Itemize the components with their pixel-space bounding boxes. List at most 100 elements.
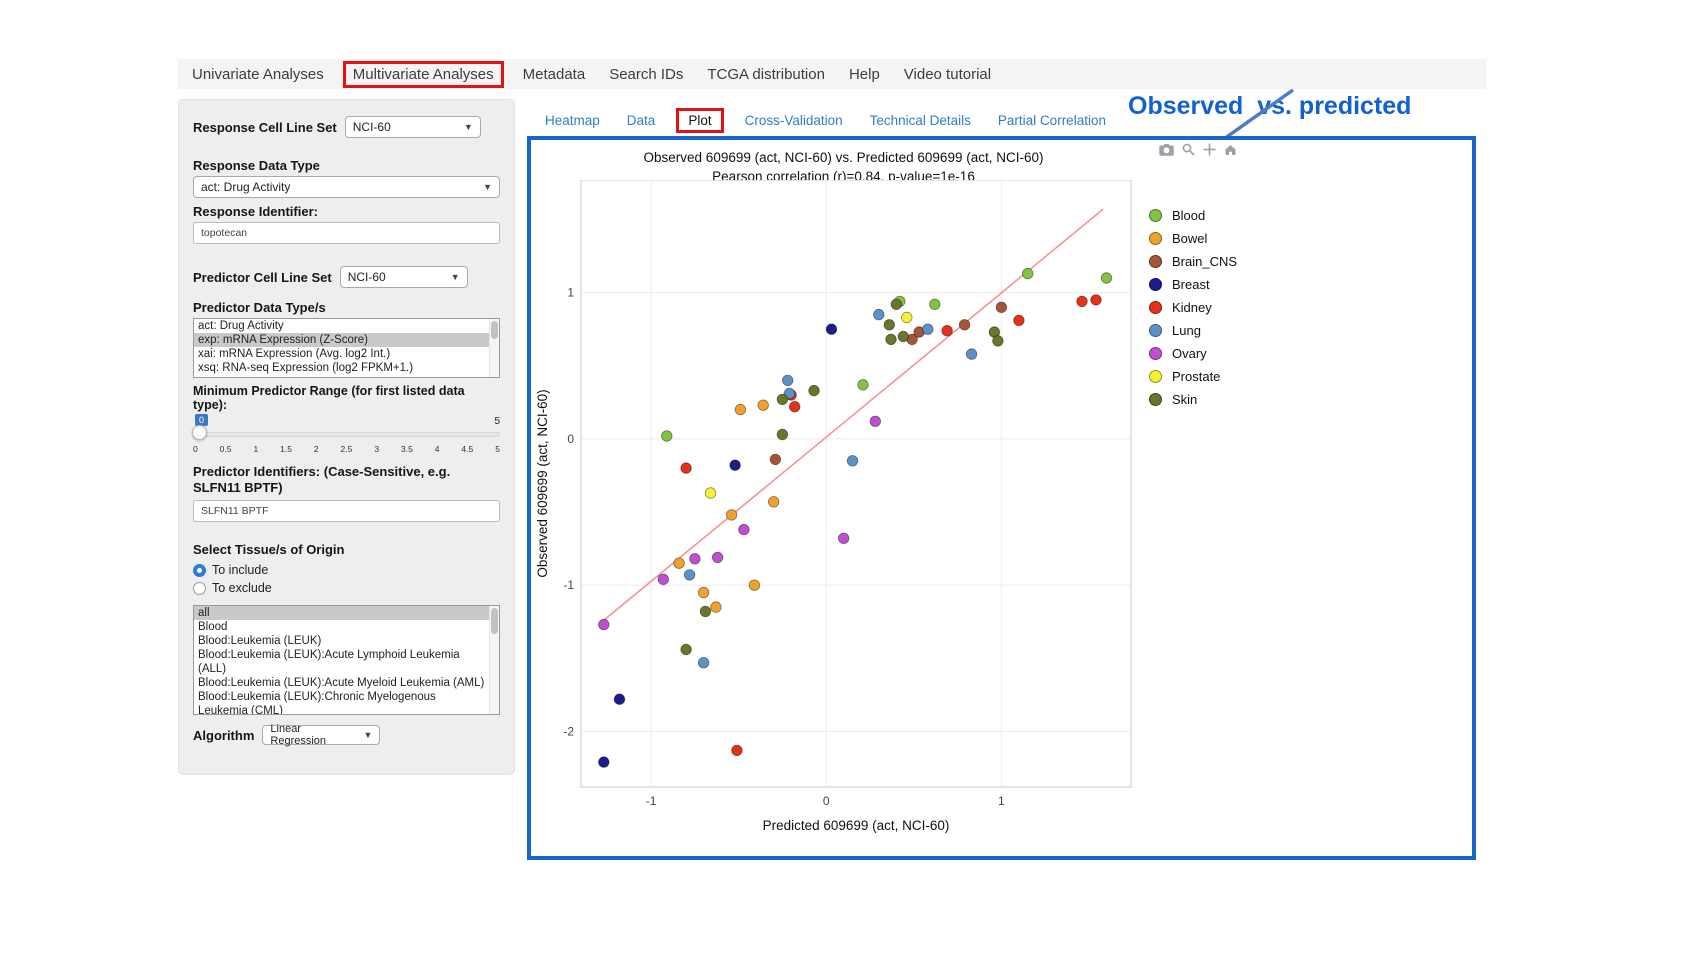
slider-tick: 4.5 xyxy=(461,444,474,454)
list-option[interactable]: xai: mRNA Expression (Avg. log2 Int.) xyxy=(198,348,391,360)
predictor-identifiers-input[interactable] xyxy=(193,500,500,522)
predictor-cell-line-set-select[interactable]: NCI-60 ▼ xyxy=(339,266,468,288)
home-icon[interactable] xyxy=(1224,144,1237,156)
camera-icon[interactable] xyxy=(1159,143,1174,156)
predictor-identifiers-label: Predictor Identifiers: (Case-Sensitive, … xyxy=(193,464,451,495)
nav-search-ids[interactable]: Search IDs xyxy=(609,65,684,83)
plot-legend: Blood Bowel Brain_CNS Breast Kidney Lung… xyxy=(1149,204,1237,411)
list-option[interactable]: Blood:Leukemia (LEUK):Chronic Myelogenou… xyxy=(198,691,436,715)
response-data-type-value: act: Drug Activity xyxy=(201,180,291,194)
svg-text:1: 1 xyxy=(998,794,1005,808)
response-data-type-label: Response Data Type xyxy=(193,158,320,173)
slider-track[interactable] xyxy=(193,432,500,437)
tab-partial-correlation[interactable]: Partial Correlation xyxy=(997,112,1106,128)
radio-selected-icon xyxy=(193,563,206,577)
list-option[interactable]: Blood:Leukemia (LEUK):Acute Lymphoid Leu… xyxy=(198,649,460,675)
legend-item-breast[interactable]: Breast xyxy=(1149,273,1237,296)
predictor-cell-line-set-label: Predictor Cell Line Set xyxy=(193,269,332,285)
slider-tick: 2 xyxy=(313,444,319,454)
list-option[interactable]: act: Drug Activity xyxy=(198,320,284,332)
tissue-origin-label: Select Tissue/s of Origin xyxy=(193,542,345,557)
legend-item-ovary[interactable]: Ovary xyxy=(1149,342,1237,365)
slider-tick: 3 xyxy=(374,444,380,454)
legend-item-kidney[interactable]: Kidney xyxy=(1149,296,1237,319)
legend-label: Brain_CNS xyxy=(1172,254,1238,269)
nav-multivariate-analyses[interactable]: Multivariate Analyses xyxy=(342,60,504,88)
scatter-plot[interactable]: -1 0 1 -2 -1 0 1 Predicted 609699 (act, NCI-60)… xyxy=(533,180,1158,842)
legend-swatch xyxy=(1149,232,1162,245)
slider-value-chip: 0 xyxy=(195,414,209,426)
list-option[interactable]: Blood:Leukemia (LEUK):Acute Myeloid Leuk… xyxy=(198,677,485,689)
scrollbar[interactable] xyxy=(489,319,499,377)
legend-swatch xyxy=(1149,301,1162,314)
svg-text:-1: -1 xyxy=(563,578,574,592)
slider-ticks: 0 0.5 1 1.5 2 2.5 3 3.5 4 4.5 5 xyxy=(193,444,500,454)
nav-video-tutorial[interactable]: Video tutorial xyxy=(903,65,992,83)
tissue-include-radio[interactable]: To include xyxy=(193,563,500,577)
response-data-type-select[interactable]: act: Drug Activity ▼ xyxy=(193,176,500,198)
legend-label: Bowel xyxy=(1172,231,1208,246)
svg-text:-2: -2 xyxy=(563,724,574,738)
slider-tick: 4 xyxy=(434,444,440,454)
legend-label: Breast xyxy=(1172,277,1210,292)
nav-univariate-analyses[interactable]: Univariate Analyses xyxy=(192,65,324,83)
pan-icon[interactable] xyxy=(1203,143,1216,156)
slider-tick: 1 xyxy=(253,444,259,454)
svg-text:0: 0 xyxy=(823,794,830,808)
chevron-down-icon: ▼ xyxy=(463,122,473,132)
svg-text:Predicted 609699 (act, NCI-60): Predicted 609699 (act, NCI-60) xyxy=(763,818,950,833)
scrollbar-thumb[interactable] xyxy=(491,321,498,339)
plot-modebar xyxy=(1159,143,1237,156)
list-option-selected[interactable]: all xyxy=(194,606,499,620)
legend-label: Lung xyxy=(1172,323,1201,338)
svg-text:0: 0 xyxy=(567,432,574,446)
slider-handle[interactable] xyxy=(192,425,207,440)
zoom-icon[interactable] xyxy=(1182,143,1195,156)
nav-metadata[interactable]: Metadata xyxy=(522,65,586,83)
slider-tick: 3.5 xyxy=(400,444,413,454)
response-cell-line-set-select[interactable]: NCI-60 ▼ xyxy=(344,116,481,138)
legend-item-bowel[interactable]: Bowel xyxy=(1149,227,1237,250)
tab-data[interactable]: Data xyxy=(626,112,656,128)
legend-item-prostate[interactable]: Prostate xyxy=(1149,365,1237,388)
legend-label: Kidney xyxy=(1172,300,1212,315)
legend-label: Skin xyxy=(1172,392,1198,407)
plot-panel: Observed 609699 (act, NCI-60) vs. Predic… xyxy=(527,136,1476,860)
list-option[interactable]: Blood:Leukemia (LEUK) xyxy=(198,635,322,647)
slider-tick: 0 xyxy=(193,444,198,454)
legend-swatch xyxy=(1149,393,1162,406)
legend-swatch xyxy=(1149,370,1162,383)
legend-item-blood[interactable]: Blood xyxy=(1149,204,1237,227)
chevron-down-icon: ▼ xyxy=(450,272,460,282)
algorithm-value: Linear Regression xyxy=(270,723,327,747)
scrollbar-thumb[interactable] xyxy=(491,608,498,634)
legend-item-skin[interactable]: Skin xyxy=(1149,388,1237,411)
list-option[interactable]: xsq: RNA-seq Expression (log2 FPKM+1.) xyxy=(198,362,414,374)
svg-text:-1: -1 xyxy=(646,794,657,808)
tab-cross-validation[interactable]: Cross-Validation xyxy=(744,112,843,128)
legend-swatch xyxy=(1149,278,1162,291)
response-identifier-input[interactable] xyxy=(193,222,500,244)
algorithm-select[interactable]: Linear Regression ▼ xyxy=(262,723,381,747)
legend-label: Ovary xyxy=(1172,346,1207,361)
list-option[interactable]: Blood xyxy=(198,621,228,633)
legend-item-lung[interactable]: Lung xyxy=(1149,319,1237,342)
legend-item-brain-cns[interactable]: Brain_CNS xyxy=(1149,250,1237,273)
legend-swatch xyxy=(1149,209,1162,222)
tab-heatmap[interactable]: Heatmap xyxy=(545,112,600,128)
scrollbar[interactable] xyxy=(489,606,499,714)
top-navigation: Univariate Analyses Multivariate Analyse… xyxy=(178,59,1486,89)
slider-tick: 0.5 xyxy=(219,444,232,454)
tab-plot[interactable]: Plot xyxy=(676,107,724,133)
tab-technical-details[interactable]: Technical Details xyxy=(869,112,971,128)
legend-swatch xyxy=(1149,347,1162,360)
tissue-include-label: To include xyxy=(212,563,269,577)
tissue-origin-list: all Blood Blood:Leukemia (LEUK) Blood:Le… xyxy=(193,605,500,715)
nav-help[interactable]: Help xyxy=(848,65,880,83)
control-panel: Response Cell Line Set NCI-60 ▼ Response… xyxy=(178,99,515,775)
response-identifier-label: Response Identifier: xyxy=(193,204,318,219)
list-option-selected[interactable]: exp: mRNA Expression (Z-Score) xyxy=(194,333,499,347)
nav-tcga-distribution[interactable]: TCGA distribution xyxy=(707,65,825,83)
tissue-exclude-radio[interactable]: To exclude xyxy=(193,581,500,595)
svg-text:Observed 609699 (act, NCI-60): Observed 609699 (act, NCI-60) xyxy=(535,389,550,577)
